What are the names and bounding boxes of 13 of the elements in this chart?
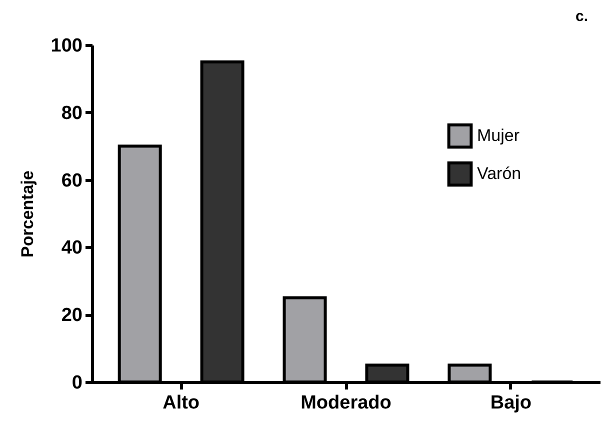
y-tick-label: 40 (61, 238, 82, 259)
legend-label: Mujer (477, 126, 520, 145)
y-tick-label: 100 (50, 36, 82, 56)
x-tick-label: Alto (162, 392, 200, 414)
y-tick-label: 80 (61, 102, 82, 124)
y-tick-label: 60 (61, 170, 82, 192)
legend-label: Varón (477, 164, 522, 183)
x-tick-label: Moderado (300, 392, 392, 414)
y-tick-label: 0 (72, 372, 82, 394)
y-axis-title: Porcentaje (18, 170, 37, 258)
y-tick-label: 20 (61, 305, 82, 326)
x-tick-label: Bajo (490, 392, 532, 414)
chart-title: c. (575, 8, 588, 25)
